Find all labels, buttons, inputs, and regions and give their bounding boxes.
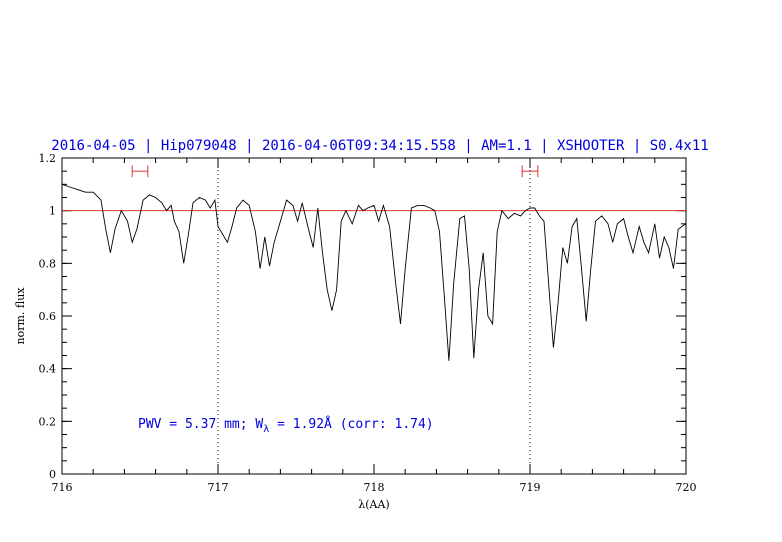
y-tick-label: 0.4 [39, 363, 57, 376]
y-tick-label: 0.2 [39, 415, 57, 428]
pwv-annotation: PWV = 5.37 mm; Wλ = 1.92Å (corr: 1.74) [138, 416, 434, 435]
y-axis-label: norm. flux [14, 287, 27, 345]
w-symbol: W [255, 417, 263, 432]
y-tick-labels: 0 0.2 0.4 0.6 0.8 1 1.2 [39, 152, 57, 481]
y-tick-label: 1.2 [39, 152, 57, 165]
chart-title: 2016-04-05 | Hip079048 | 2016-04-06T09:3… [51, 138, 708, 154]
w-value-text: = 1.92Å (corr: 1.74) [269, 416, 433, 432]
x-tick-labels: 716 717 718 719 720 [52, 481, 697, 494]
x-axis-label: λ(AA) [358, 498, 389, 511]
major-ticks [61, 157, 687, 475]
x-tick-label: 716 [52, 481, 73, 494]
pwv-text: PWV = 5.37 mm; [138, 417, 248, 432]
y-tick-label: 1 [49, 205, 56, 218]
x-tick-label: 720 [676, 481, 697, 494]
y-tick-label: 0 [49, 468, 56, 481]
x-tick-label: 719 [520, 481, 541, 494]
spectrum-series-line [61, 183, 687, 361]
w-subscript: λ [263, 424, 269, 435]
y-tick-label: 0.6 [39, 310, 57, 323]
x-tick-label: 717 [208, 481, 229, 494]
x-tick-label: 718 [364, 481, 385, 494]
continuum-range-markers [131, 165, 539, 178]
y-tick-label: 0.8 [39, 257, 57, 270]
